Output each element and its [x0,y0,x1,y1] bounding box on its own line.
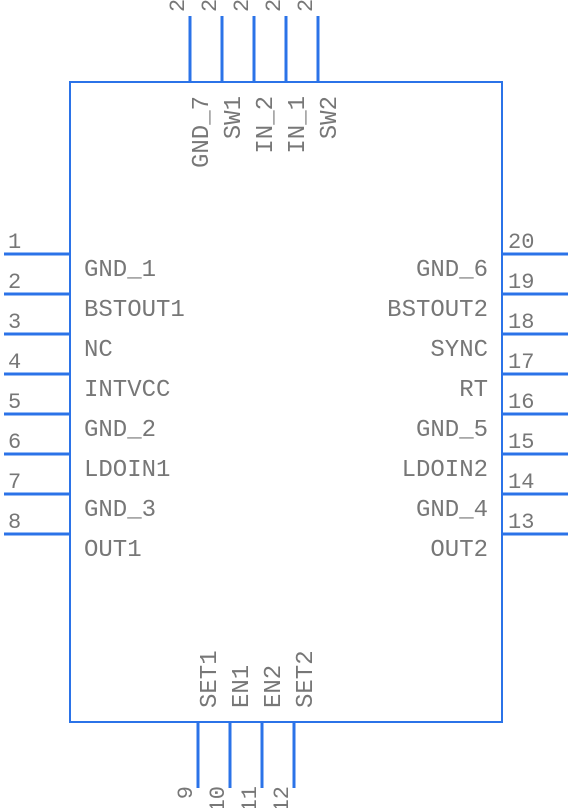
pin-number: 4 [8,350,21,375]
pin-label: SET1 [197,650,224,708]
pin-label: EN2 [261,665,288,708]
pin-label: SYNC [430,337,488,364]
pin-label: GND_7 [189,96,216,168]
pin-label: SW1 [221,96,248,139]
pin-number: 12 [270,786,295,808]
pin-number: 13 [508,510,534,535]
pin-number: 25 [166,0,191,12]
pin-number: 2 [8,270,21,295]
pin-number: 17 [508,350,534,375]
pin-label: OUT1 [84,537,142,564]
pin-number: 10 [206,786,231,808]
pin-label: GND_5 [416,417,488,444]
pin-label: IN_2 [253,96,280,154]
pin-number: 16 [508,390,534,415]
pin-label: GND_3 [84,497,156,524]
pin-label: SET2 [293,650,320,708]
pin-number: 20 [508,230,534,255]
pin-label: RT [459,377,488,404]
pin-number: 1 [8,230,21,255]
pin-label: NC [84,337,113,364]
pin-label: GND_2 [84,417,156,444]
pin-number: 5 [8,390,21,415]
pin-label: GND_1 [84,257,156,284]
pin-number: 18 [508,310,534,335]
pin-label: GND_4 [416,497,488,524]
pin-label: EN1 [229,665,256,708]
pin-label: GND_6 [416,257,488,284]
pin-number: 21 [294,0,319,12]
pin-label: OUT2 [430,537,488,564]
pin-number: 23 [230,0,255,12]
pin-label: BSTOUT2 [387,297,488,324]
pin-number: 11 [238,786,263,808]
pin-number: 9 [174,786,199,799]
pin-number: 24 [198,0,223,12]
pin-number: 22 [262,0,287,12]
pin-label: IN_1 [285,96,312,154]
pin-label: LDOIN1 [84,457,170,484]
pin-number: 6 [8,430,21,455]
pin-number: 19 [508,270,534,295]
pin-number: 8 [8,510,21,535]
pin-number: 14 [508,470,534,495]
pin-label: BSTOUT1 [84,297,185,324]
pin-label: SW2 [317,96,344,139]
pin-label: LDOIN2 [402,457,488,484]
pinout-diagram: 1 GND_1 2 BSTOUT1 3 NC 4 INTVCC 5 GND_2 6 LDOIN1 7 GN… [0,0,568,808]
pin-label: INTVCC [84,377,170,404]
pin-number: 3 [8,310,21,335]
pin-number: 7 [8,470,21,495]
pin-number: 15 [508,430,534,455]
